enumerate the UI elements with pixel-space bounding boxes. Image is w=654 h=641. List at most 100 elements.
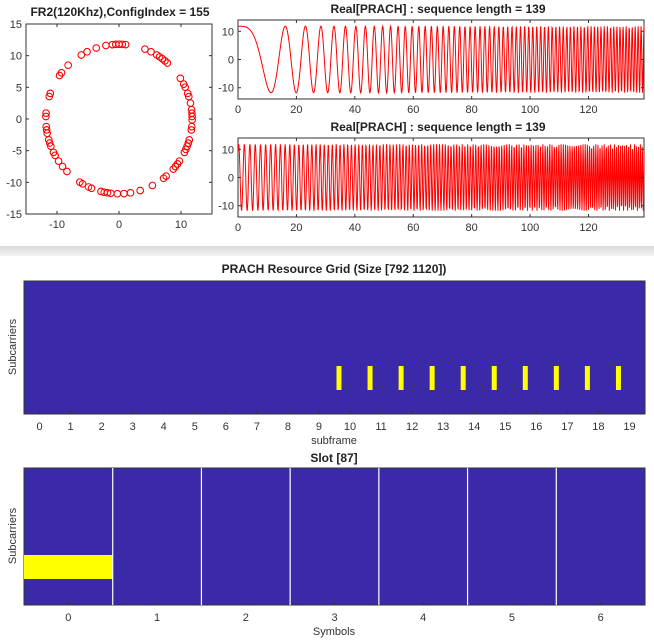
constellation-point — [171, 162, 180, 171]
active-prach-bar — [398, 366, 404, 390]
constellation-point — [45, 139, 54, 147]
constellation-point — [169, 165, 178, 173]
slot-ylabel: Subcarriers — [7, 507, 19, 564]
constellation-point — [45, 92, 53, 101]
slot-title: Slot [87] — [310, 451, 357, 465]
constellation-point — [141, 45, 149, 53]
active-prach-bar — [367, 366, 373, 390]
x-tick-label: 12 — [406, 421, 418, 433]
x-tick-label: 5 — [192, 421, 198, 433]
resource-grid-axes — [23, 280, 646, 415]
y-tick-label: 10 — [222, 144, 234, 156]
constellation-point — [47, 142, 55, 150]
x-tick-label: 10 — [175, 219, 187, 231]
slot-xlabel: Symbols — [313, 626, 356, 638]
constellation-point — [185, 136, 194, 144]
resource-grid-active-bars — [336, 366, 621, 390]
x-tick-label: 80 — [466, 104, 478, 116]
x-tick-label: 11 — [375, 421, 386, 433]
x-tick-label: 120 — [579, 222, 597, 234]
x-tick-label: 2 — [99, 421, 105, 433]
x-tick-label: 2 — [243, 612, 249, 624]
constellation-point — [175, 157, 184, 165]
constellation-points — [42, 40, 196, 198]
x-tick-label: 80 — [466, 222, 478, 234]
x-tick-label: 0 — [235, 104, 241, 116]
active-prach-bar — [584, 366, 590, 390]
resource-grid-xlabel: subframe — [311, 435, 357, 447]
constellation-title: FR2(120Khz),ConfigIndex = 155 — [30, 5, 209, 19]
constellation-point — [126, 189, 135, 197]
slot-axes — [23, 467, 646, 606]
y-tick-label: 0 — [228, 173, 234, 185]
constellation-point — [161, 57, 169, 65]
x-tick-label: 0 — [36, 421, 42, 433]
x-tick-label: 19 — [623, 421, 635, 433]
prach-real-title-2: Real[PRACH] : sequence length = 139 — [330, 120, 545, 134]
x-tick-label: 6 — [598, 612, 604, 624]
constellation-point — [147, 48, 155, 56]
panel-separator — [0, 246, 654, 256]
y-tick-label: 10 — [222, 26, 234, 38]
prach-real-series-2 — [237, 143, 645, 212]
x-tick-label: 9 — [316, 421, 322, 433]
y-tick-label: 0 — [228, 55, 234, 67]
constellation-point — [111, 40, 120, 49]
constellation-point — [185, 92, 193, 101]
x-tick-label: 13 — [437, 421, 449, 433]
x-tick-label: 6 — [223, 421, 229, 433]
constellation-point — [176, 74, 185, 83]
x-tick-label: 7 — [254, 421, 260, 433]
constellation-point — [77, 51, 86, 59]
x-tick-label: 14 — [468, 421, 480, 433]
x-tick-label: 100 — [521, 104, 539, 116]
constellation-point — [108, 40, 117, 49]
x-tick-label: 10 — [344, 421, 356, 433]
x-tick-label: 20 — [290, 104, 302, 116]
constellation-point — [106, 189, 115, 198]
x-tick-label: 5 — [509, 612, 515, 624]
y-tick-label: -10 — [218, 83, 234, 95]
constellation-plot: FR2(120Khz),ConfigIndex = 155 -10 0 10 15 10… — [6, 5, 213, 231]
x-tick-label: 40 — [349, 222, 361, 234]
x-tick-label: 60 — [407, 104, 419, 116]
constellation-point — [187, 126, 196, 134]
constellation-point — [92, 44, 101, 52]
active-prach-bar — [522, 366, 528, 390]
constellation-point — [42, 109, 50, 117]
constellation-point — [97, 187, 105, 196]
constellation-point — [87, 184, 96, 193]
x-tick-label: 15 — [499, 421, 511, 433]
y-tick-label: -10 — [218, 201, 234, 213]
x-tick-label: 17 — [561, 421, 573, 433]
active-prach-bar — [491, 366, 497, 390]
constellation-point — [148, 181, 157, 190]
x-tick-label: 3 — [130, 421, 136, 433]
constellation-point — [188, 109, 196, 117]
slot-plot: Slot [87] 0 1 2 3 4 5 6 Symbols Subcarriers — [7, 451, 646, 638]
constellation-point — [179, 80, 188, 88]
x-tick-label: 8 — [285, 421, 291, 433]
prach-real-plot-1: Real[PRACH] : sequence length = 139 0 20 4… — [218, 2, 645, 116]
active-prach-bar — [553, 366, 559, 390]
constellation-point — [51, 151, 59, 160]
x-tick-label: 120 — [579, 104, 597, 116]
x-tick-label: 20 — [290, 222, 302, 234]
constellation-point — [121, 40, 130, 49]
x-tick-label: 0 — [235, 222, 241, 234]
x-tick-label: 100 — [521, 222, 539, 234]
active-symbol-cell — [24, 555, 113, 579]
constellation-point — [180, 148, 189, 157]
constellation-point — [159, 174, 168, 183]
constellation-point — [155, 53, 164, 61]
constellation-point — [183, 89, 192, 98]
constellation-point — [163, 59, 172, 67]
active-prach-bar — [615, 366, 621, 390]
constellation-point — [162, 172, 170, 180]
resource-grid-ylabel: Subcarriers — [7, 318, 19, 375]
x-tick-label: 16 — [530, 421, 542, 433]
y-tick-label: 5 — [16, 82, 22, 94]
